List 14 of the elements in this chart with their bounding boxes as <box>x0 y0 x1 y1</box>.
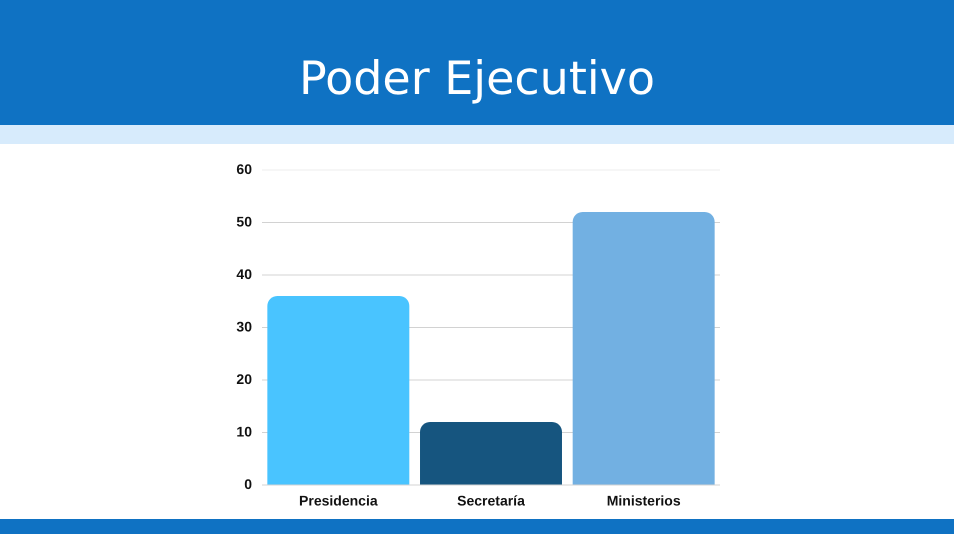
bar <box>420 422 562 484</box>
chart-title: Poder Ejecutivo <box>298 50 656 107</box>
y-tick-label: 10 <box>236 423 252 440</box>
x-tick-label: Presidencia <box>299 492 378 508</box>
y-tick-label: 40 <box>236 266 252 282</box>
y-tick-label: 50 <box>236 213 252 230</box>
y-tick-label: 20 <box>236 370 252 387</box>
x-tick-label: Secretaría <box>457 492 526 508</box>
y-tick-label: 30 <box>236 318 252 334</box>
y-tick-label: 60 <box>236 160 252 177</box>
bar <box>572 212 715 484</box>
y-tick-label: 0 <box>244 476 252 492</box>
x-tick-label: Ministerios <box>606 492 681 508</box>
bar <box>267 296 410 484</box>
